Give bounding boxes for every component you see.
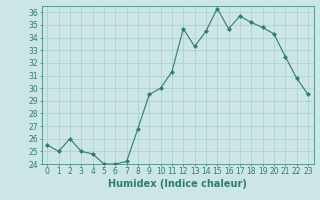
X-axis label: Humidex (Indice chaleur): Humidex (Indice chaleur) xyxy=(108,179,247,189)
